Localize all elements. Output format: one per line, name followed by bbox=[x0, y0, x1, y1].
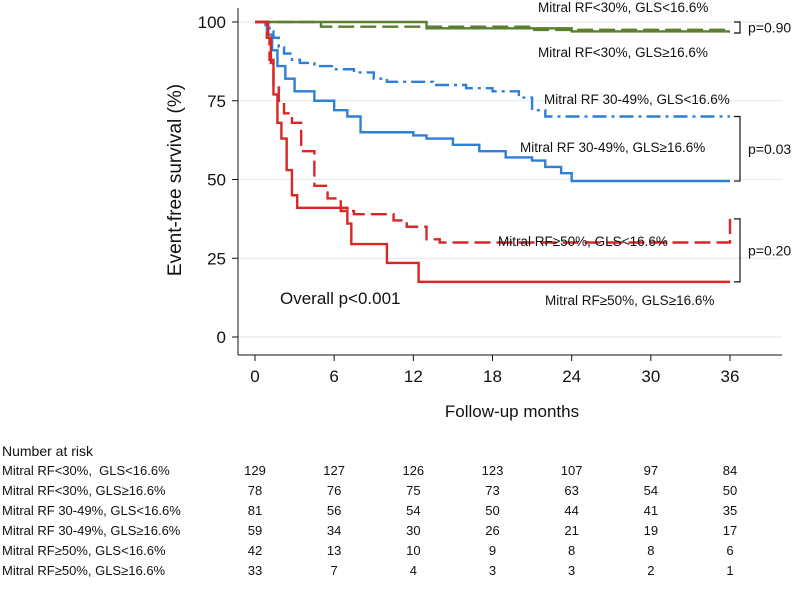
curve-label-2: Mitral RF<30%, GLS≥16.6% bbox=[538, 45, 708, 60]
risk-cell: 126 bbox=[402, 463, 425, 478]
risk-cell: 54 bbox=[406, 503, 421, 518]
risk-cell: 4 bbox=[409, 563, 417, 578]
curve-labels: Mitral RF<30%, GLS<16.6% Mitral RF<30%, G… bbox=[498, 0, 730, 308]
risk-cell: 76 bbox=[326, 483, 342, 498]
risk-table-row: Mitral RF<30%, GLS≥16.6% 78 76 75 73 63 54 50 bbox=[0, 483, 800, 501]
risk-cell: 56 bbox=[326, 503, 342, 518]
risk-row-label: Mitral RF≥50%, GLS<16.6% bbox=[2, 543, 166, 558]
risk-table-row: Mitral RF≥50%, GLS≥16.6% 33 7 4 3 3 2 1 bbox=[0, 563, 800, 581]
risk-cell: 78 bbox=[247, 483, 263, 498]
curve-series-4 bbox=[255, 20, 730, 183]
curve-series-3 bbox=[255, 20, 730, 118]
risk-row-label: Mitral RF 30-49%, GLS≥16.6% bbox=[2, 523, 181, 538]
risk-cell: 8 bbox=[647, 543, 655, 558]
p-value-brackets: p=0.90 p=0.03 p=0.20 bbox=[734, 20, 791, 283]
risk-cell: 6 bbox=[726, 543, 734, 558]
x-tick-label: 18 bbox=[483, 367, 502, 386]
curve-label-4: Mitral RF 30-49%, GLS≥16.6% bbox=[520, 140, 705, 155]
risk-cell: 1 bbox=[726, 563, 734, 578]
x-tick-label: 6 bbox=[329, 367, 338, 386]
risk-table-title: Number at risk bbox=[2, 443, 94, 459]
risk-cell: 3 bbox=[488, 563, 497, 578]
risk-cell: 54 bbox=[643, 483, 659, 498]
risk-cell: 21 bbox=[564, 523, 579, 538]
curve-label-6: Mitral RF≥50%, GLS≥16.6% bbox=[545, 293, 714, 308]
risk-cell: 19 bbox=[643, 523, 659, 538]
risk-cell: 26 bbox=[485, 523, 500, 538]
x-tick-label: 12 bbox=[404, 367, 423, 386]
risk-row-label: Mitral RF 30-49%, GLS<16.6% bbox=[2, 503, 181, 518]
x-axis-label: Follow-up months bbox=[445, 402, 579, 421]
risk-cell: 42 bbox=[247, 543, 263, 558]
risk-cell: 17 bbox=[722, 523, 738, 538]
y-tick-label: 25 bbox=[207, 249, 226, 268]
risk-cell: 10 bbox=[406, 543, 421, 558]
risk-cell: 127 bbox=[323, 463, 345, 478]
risk-row-label: Mitral RF<30%, GLS<16.6% bbox=[2, 463, 170, 478]
y-tick-label: 75 bbox=[207, 92, 226, 111]
x-tick-label: 0 bbox=[250, 367, 259, 386]
risk-cell: 9 bbox=[488, 543, 497, 558]
curve-series-6 bbox=[255, 20, 730, 284]
risk-table-row: Mitral RF 30-49%, GLS≥16.6% 59 34 30 26 21 19 1… bbox=[0, 523, 800, 541]
risk-cell: 7 bbox=[330, 563, 338, 578]
p-value-label-1: p=0.90 bbox=[748, 20, 791, 36]
p-bracket-3 bbox=[734, 218, 741, 283]
risk-cell: 8 bbox=[568, 543, 576, 558]
risk-cell: 81 bbox=[247, 503, 263, 518]
risk-cell: 50 bbox=[722, 483, 738, 498]
x-tick-label: 30 bbox=[641, 367, 660, 386]
risk-cell: 97 bbox=[643, 463, 659, 478]
risk-cell: 73 bbox=[485, 483, 500, 498]
risk-cell: 30 bbox=[406, 523, 421, 538]
risk-cell: 59 bbox=[247, 523, 263, 538]
risk-cell: 84 bbox=[722, 463, 738, 478]
curve-label-1: Mitral RF<30%, GLS<16.6% bbox=[538, 0, 708, 15]
axes: 0 25 50 75 100 0 6 12 18 24 30 36 bbox=[198, 8, 782, 386]
curve-series-2 bbox=[255, 20, 730, 33]
p-value-label-2: p=0.03 bbox=[748, 141, 791, 157]
risk-table-row: Mitral RF<30%, GLS<16.6% 129 127 126 123 107 9… bbox=[0, 463, 800, 481]
risk-cell: 44 bbox=[564, 503, 579, 518]
risk-cell: 41 bbox=[643, 503, 659, 518]
risk-cell: 3 bbox=[568, 563, 576, 578]
y-tick-label: 100 bbox=[198, 13, 226, 32]
risk-cell: 35 bbox=[722, 503, 738, 518]
x-tick-label: 36 bbox=[721, 367, 740, 386]
risk-cell: 123 bbox=[481, 463, 504, 478]
p-value-label-3: p=0.20 bbox=[748, 242, 791, 258]
risk-cell: 33 bbox=[247, 563, 263, 578]
overall-p-annotation: Overall p<0.001 bbox=[280, 289, 401, 308]
km-chart: 0 25 50 75 100 0 6 12 18 24 30 36 Mitral RF<30%, GL… bbox=[165, 0, 791, 421]
risk-cell: 13 bbox=[326, 543, 342, 558]
risk-cell: 75 bbox=[406, 483, 421, 498]
risk-cell: 129 bbox=[244, 463, 266, 478]
curve-label-3: Mitral RF 30-49%, GLS<16.6% bbox=[544, 92, 730, 107]
risk-table-row: Mitral RF≥50%, GLS<16.6% 42 13 10 9 8 8 6 bbox=[0, 543, 800, 561]
y-axis-label: Event-free survival (%) bbox=[165, 84, 186, 276]
p-bracket-2 bbox=[734, 115, 741, 182]
risk-row-label: Mitral RF≥50%, GLS≥16.6% bbox=[2, 563, 166, 578]
x-tick-label: 24 bbox=[562, 367, 581, 386]
risk-cell: 34 bbox=[326, 523, 342, 538]
y-tick-label: 50 bbox=[207, 171, 226, 190]
risk-table-row: Mitral RF 30-49%, GLS<16.6% 81 56 54 50 44 41 3… bbox=[0, 503, 800, 521]
risk-cell: 107 bbox=[560, 463, 583, 478]
risk-row-label: Mitral RF<30%, GLS≥16.6% bbox=[2, 483, 166, 498]
survival-curves bbox=[255, 20, 732, 284]
risk-cell: 2 bbox=[647, 563, 655, 578]
p-bracket-1 bbox=[734, 21, 741, 34]
risk-cell: 50 bbox=[485, 503, 500, 518]
curve-label-5: Mitral RF≥50%, GLS<16.6% bbox=[498, 234, 668, 249]
y-tick-label: 0 bbox=[217, 328, 226, 347]
risk-cell: 63 bbox=[564, 483, 579, 498]
